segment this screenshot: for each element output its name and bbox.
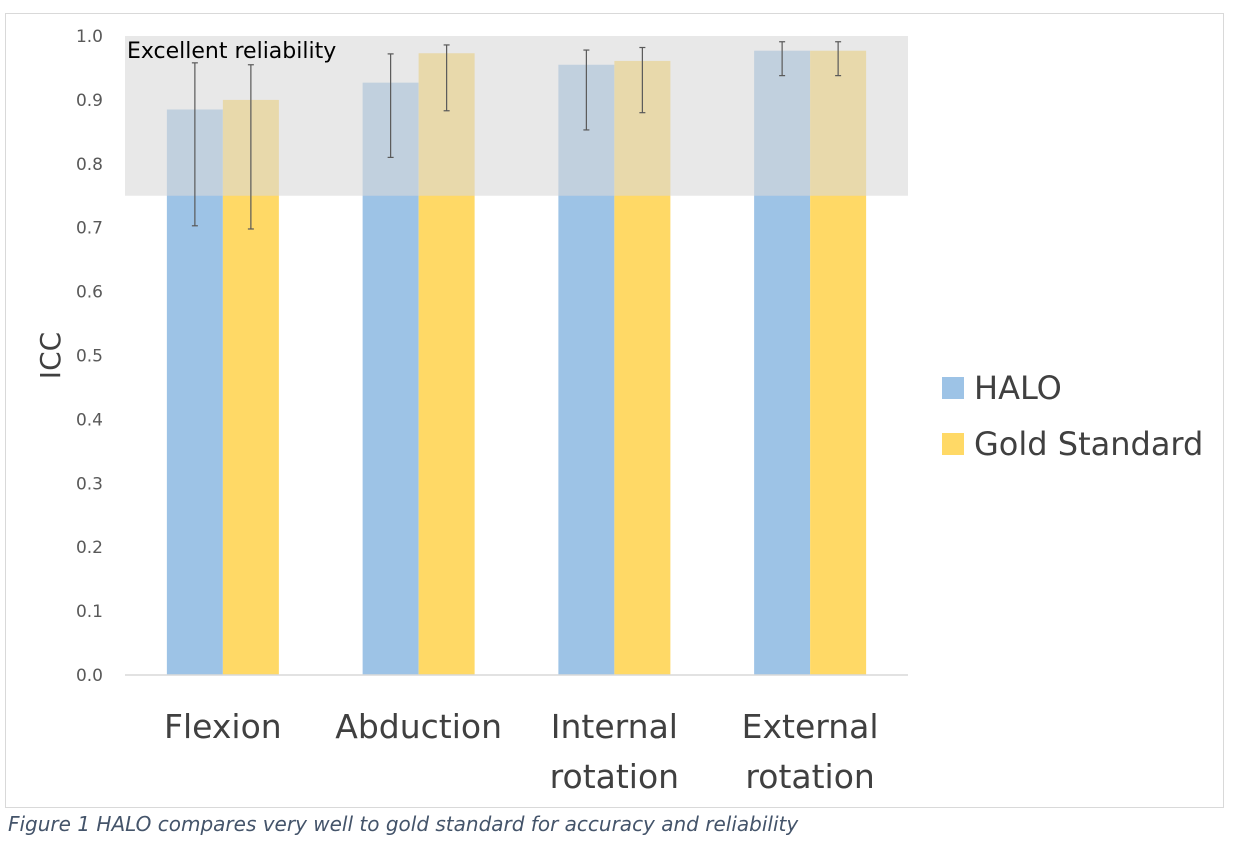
y-tick-label: 0.3 xyxy=(76,474,103,494)
x-category-label: rotation xyxy=(745,757,874,796)
x-category-label: Flexion xyxy=(164,707,282,746)
y-axis-label: ICC xyxy=(34,332,67,379)
legend-swatch-gold-standard xyxy=(942,433,964,455)
legend-item-gold-standard: Gold Standard xyxy=(942,416,1203,472)
legend-swatch-halo xyxy=(942,377,964,399)
y-tick-label: 0.1 xyxy=(76,602,103,622)
y-tick-label: 1.0 xyxy=(76,27,103,47)
x-category-label: rotation xyxy=(550,757,679,796)
excellent-reliability-label: Excellent reliability xyxy=(127,39,336,64)
x-category-label: Internal xyxy=(551,707,678,746)
y-tick-label: 0.5 xyxy=(76,347,103,367)
figure-caption: Figure 1 HALO compares very well to gold… xyxy=(8,812,799,836)
y-tick-label: 0.2 xyxy=(76,538,103,558)
excellent-reliability-band xyxy=(125,36,908,196)
legend: HALO Gold Standard xyxy=(942,360,1203,472)
y-tick-label: 0.0 xyxy=(76,666,103,686)
y-tick-label: 0.4 xyxy=(76,410,103,430)
legend-item-halo: HALO xyxy=(942,360,1203,416)
y-tick-label: 0.7 xyxy=(76,219,103,239)
y-tick-label: 0.6 xyxy=(76,283,103,303)
y-tick-label: 0.9 xyxy=(76,91,103,111)
legend-label-gold-standard: Gold Standard xyxy=(974,425,1204,463)
x-category-label: Abduction xyxy=(335,707,502,746)
legend-label-halo: HALO xyxy=(974,369,1062,407)
x-category-label: External xyxy=(742,707,879,746)
y-tick-label: 0.8 xyxy=(76,155,103,175)
